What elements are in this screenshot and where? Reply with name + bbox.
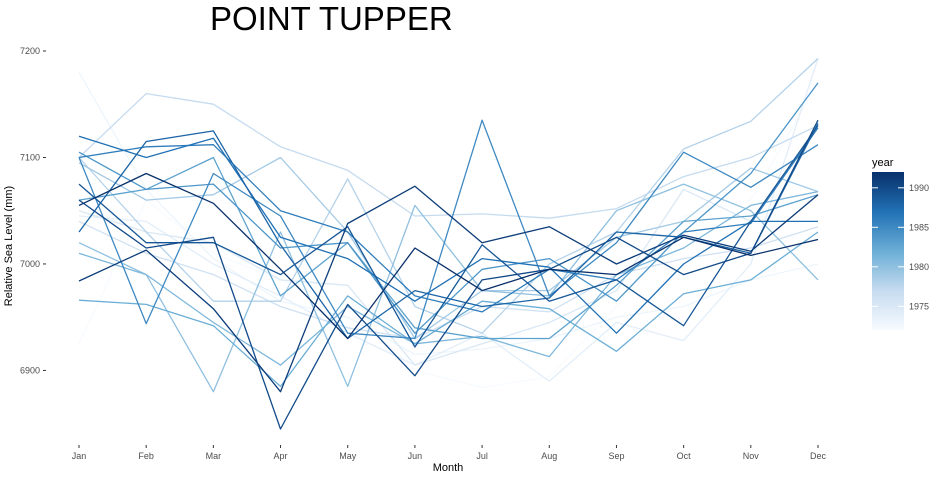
series-line-1991 [78,185,819,393]
series-line-1980 [78,183,819,393]
series-line-1982 [78,231,819,388]
y-axis-title: Relative Sea Level (mm) [3,186,15,306]
x-tick-label: Feb [138,451,154,461]
legend-colorbar [872,172,904,330]
series-line-1973 [78,71,819,356]
chart-title: POINT TUPPER [210,0,453,37]
series-line-1978 [78,58,819,334]
x-tick-label: Apr [274,451,288,461]
x-tick-label: Oct [677,451,692,461]
series-line-1972 [78,82,819,389]
x-axis-title: Month [433,462,464,474]
legend: year 1975 1980 1985 1990 [872,157,929,330]
x-tick-label: Jun [408,451,423,461]
x-tick-label: Mar [206,451,222,461]
series-line-1974 [78,58,819,382]
y-tick-label: 7000 [20,259,40,269]
y-tick-label: 7100 [20,152,40,162]
legend-tick-label: 1980 [909,262,929,272]
series-line-1989 [78,125,819,348]
series-line-1986 [78,127,819,313]
x-tick-label: Sep [608,451,624,461]
series-line-1983 [78,156,819,340]
x-axis: Jan Feb Mar Apr May Jun Jul Aug Sep Oct Nov Dec [72,445,827,461]
series-line-1987 [78,135,818,334]
x-tick-label: Nov [743,451,760,461]
x-tick-label: Jul [476,451,488,461]
x-tick-label: Dec [810,451,827,461]
legend-tick-label: 1985 [909,222,929,232]
series-line-1981 [78,190,819,366]
x-tick-label: Aug [541,451,557,461]
legend-title: year [872,157,894,169]
legend-tick-label: 1975 [909,301,929,311]
y-tick-label: 7200 [20,46,40,56]
series-line-1979 [78,156,819,340]
y-axis: 6900 7000 7100 7200 [20,46,46,375]
x-tick-label: May [339,451,357,461]
series-line-1992 [78,172,819,340]
legend-tick-label: 1990 [909,183,929,193]
legend-ticks: 1975 1980 1985 1990 [872,183,929,311]
series-line-1984 [78,82,819,334]
x-tick-label: Jan [72,451,87,461]
y-tick-label: 6900 [20,365,40,375]
series-lines [78,58,819,430]
series-line-1977 [78,92,819,219]
series-line-1990 [78,119,819,430]
series-line-1975 [78,125,819,366]
